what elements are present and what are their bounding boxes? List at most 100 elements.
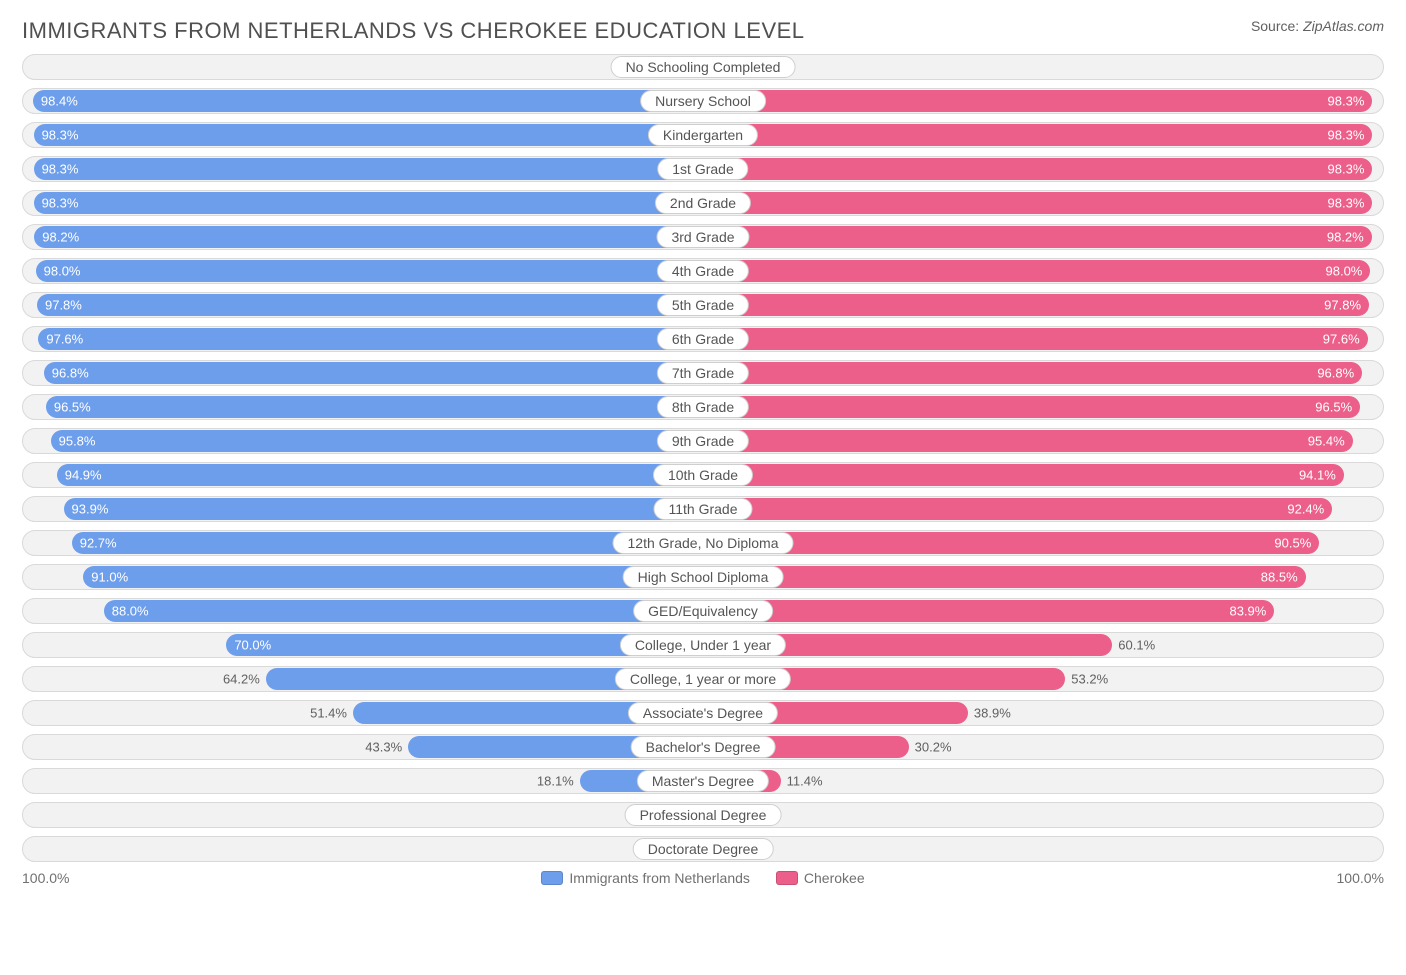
category-label: 9th Grade bbox=[657, 430, 749, 452]
bar-left: 93.9% bbox=[64, 498, 703, 520]
category-label: 4th Grade bbox=[657, 260, 749, 282]
category-label: 5th Grade bbox=[657, 294, 749, 316]
bar-left: 95.8% bbox=[51, 430, 703, 452]
chart-row: 18.1% 11.4% Master's Degree bbox=[22, 768, 1384, 794]
value-right: 83.9% bbox=[1229, 605, 1266, 618]
bar-left: 98.3% bbox=[34, 192, 703, 214]
bar-right: 83.9% bbox=[703, 600, 1274, 622]
category-label: Bachelor's Degree bbox=[631, 736, 776, 758]
category-label: Associate's Degree bbox=[628, 702, 778, 724]
bar-left: 97.6% bbox=[38, 328, 703, 350]
category-label: Professional Degree bbox=[625, 804, 782, 826]
value-left: 98.4% bbox=[41, 95, 78, 108]
value-left: 43.3% bbox=[365, 741, 402, 754]
bar-left: 98.0% bbox=[36, 260, 703, 282]
bar-left: 98.2% bbox=[34, 226, 703, 248]
value-right: 38.9% bbox=[974, 707, 1011, 720]
bar-left: 92.7% bbox=[72, 532, 703, 554]
bar-left: 96.5% bbox=[46, 396, 703, 418]
bar-right: 96.8% bbox=[703, 362, 1362, 384]
chart-row: 2.5%1.5%Doctorate Degree bbox=[22, 836, 1384, 862]
chart-row: 64.2% 53.2% College, 1 year or more bbox=[22, 666, 1384, 692]
value-right: 98.2% bbox=[1327, 231, 1364, 244]
legend-swatch-left bbox=[541, 871, 563, 885]
category-label: Master's Degree bbox=[637, 770, 769, 792]
category-label: College, 1 year or more bbox=[615, 668, 791, 690]
bar-right: 98.3% bbox=[703, 192, 1372, 214]
chart-title: IMMIGRANTS FROM NETHERLANDS VS CHEROKEE … bbox=[22, 18, 805, 44]
chart-row: 98.0%98.0%4th Grade bbox=[22, 258, 1384, 284]
axis-right-max: 100.0% bbox=[1337, 870, 1384, 886]
bar-right: 97.6% bbox=[703, 328, 1368, 350]
category-label: 10th Grade bbox=[653, 464, 753, 486]
bar-left: 91.0% bbox=[83, 566, 703, 588]
value-left: 96.5% bbox=[54, 401, 91, 414]
value-right: 60.1% bbox=[1118, 639, 1155, 652]
category-label: 11th Grade bbox=[653, 498, 752, 520]
bar-left: 88.0% bbox=[104, 600, 703, 622]
diverging-bar-chart: 1.7%1.7%No Schooling Completed 98.4% 98.3%… bbox=[22, 54, 1384, 862]
legend: Immigrants from Netherlands Cherokee bbox=[541, 870, 864, 886]
value-right: 97.6% bbox=[1323, 333, 1360, 346]
bar-right: 97.8% bbox=[703, 294, 1369, 316]
chart-row: 91.0%88.5%High School Diploma bbox=[22, 564, 1384, 590]
bar-left: 98.4% bbox=[33, 90, 703, 112]
value-right: 11.4% bbox=[787, 775, 823, 788]
bar-right: 95.4% bbox=[703, 430, 1353, 452]
value-right: 92.4% bbox=[1287, 503, 1324, 516]
chart-row: 98.3%98.3%2nd Grade bbox=[22, 190, 1384, 216]
chart-row: 70.0% 60.1% College, Under 1 year bbox=[22, 632, 1384, 658]
legend-item-left: Immigrants from Netherlands bbox=[541, 870, 750, 886]
value-left: 96.8% bbox=[52, 367, 89, 380]
value-right: 53.2% bbox=[1071, 673, 1108, 686]
chart-row: 97.8%97.8%5th Grade bbox=[22, 292, 1384, 318]
value-right: 96.5% bbox=[1315, 401, 1352, 414]
chart-row: 51.4%38.9%Associate's Degree bbox=[22, 700, 1384, 726]
bar-right: 98.3% bbox=[703, 90, 1372, 112]
value-left: 92.7% bbox=[80, 537, 117, 550]
chart-row: 92.7%90.5%12th Grade, No Diploma bbox=[22, 530, 1384, 556]
bar-right: 90.5% bbox=[703, 532, 1319, 554]
bar-left: 96.8% bbox=[44, 362, 703, 384]
legend-label-left: Immigrants from Netherlands bbox=[569, 870, 750, 886]
category-label: No Schooling Completed bbox=[611, 56, 796, 78]
chart-row: 88.0%83.9%GED/Equivalency bbox=[22, 598, 1384, 624]
legend-label-right: Cherokee bbox=[804, 870, 865, 886]
value-right: 98.3% bbox=[1328, 197, 1365, 210]
value-left: 91.0% bbox=[91, 571, 128, 584]
category-label: College, Under 1 year bbox=[620, 634, 786, 656]
bar-right: 92.4% bbox=[703, 498, 1332, 520]
value-left: 64.2% bbox=[223, 673, 260, 686]
value-left: 93.9% bbox=[72, 503, 109, 516]
value-left: 97.6% bbox=[46, 333, 83, 346]
chart-row: 98.2%98.2%3rd Grade bbox=[22, 224, 1384, 250]
value-left: 98.3% bbox=[42, 197, 79, 210]
value-right: 94.1% bbox=[1299, 469, 1336, 482]
source-name: ZipAtlas.com bbox=[1303, 18, 1384, 34]
bar-left: 94.9% bbox=[57, 464, 703, 486]
value-right: 88.5% bbox=[1261, 571, 1298, 584]
value-left: 70.0% bbox=[234, 639, 271, 652]
value-right: 98.3% bbox=[1328, 129, 1365, 142]
legend-swatch-right bbox=[776, 871, 798, 885]
value-left: 18.1% bbox=[537, 775, 574, 788]
category-label: 1st Grade bbox=[657, 158, 748, 180]
axis-left-max: 100.0% bbox=[22, 870, 69, 886]
category-label: 3rd Grade bbox=[656, 226, 749, 248]
chart-row: 93.9% 92.4% 11th Grade bbox=[22, 496, 1384, 522]
bar-right: 94.1% bbox=[703, 464, 1344, 486]
chart-row: 97.6%97.6%6th Grade bbox=[22, 326, 1384, 352]
value-right: 97.8% bbox=[1324, 299, 1361, 312]
bar-right: 98.2% bbox=[703, 226, 1372, 248]
value-left: 98.3% bbox=[42, 129, 79, 142]
bar-right: 98.0% bbox=[703, 260, 1370, 282]
value-right: 98.3% bbox=[1328, 95, 1365, 108]
value-right: 98.3% bbox=[1328, 163, 1365, 176]
chart-row: 96.5%96.5%8th Grade bbox=[22, 394, 1384, 420]
value-left: 95.8% bbox=[59, 435, 96, 448]
category-label: Doctorate Degree bbox=[633, 838, 774, 860]
bar-left: 98.3% bbox=[34, 124, 703, 146]
chart-row: 98.3%98.3%1st Grade bbox=[22, 156, 1384, 182]
chart-row: 43.3%30.2%Bachelor's Degree bbox=[22, 734, 1384, 760]
chart-row: 1.7%1.7%No Schooling Completed bbox=[22, 54, 1384, 80]
